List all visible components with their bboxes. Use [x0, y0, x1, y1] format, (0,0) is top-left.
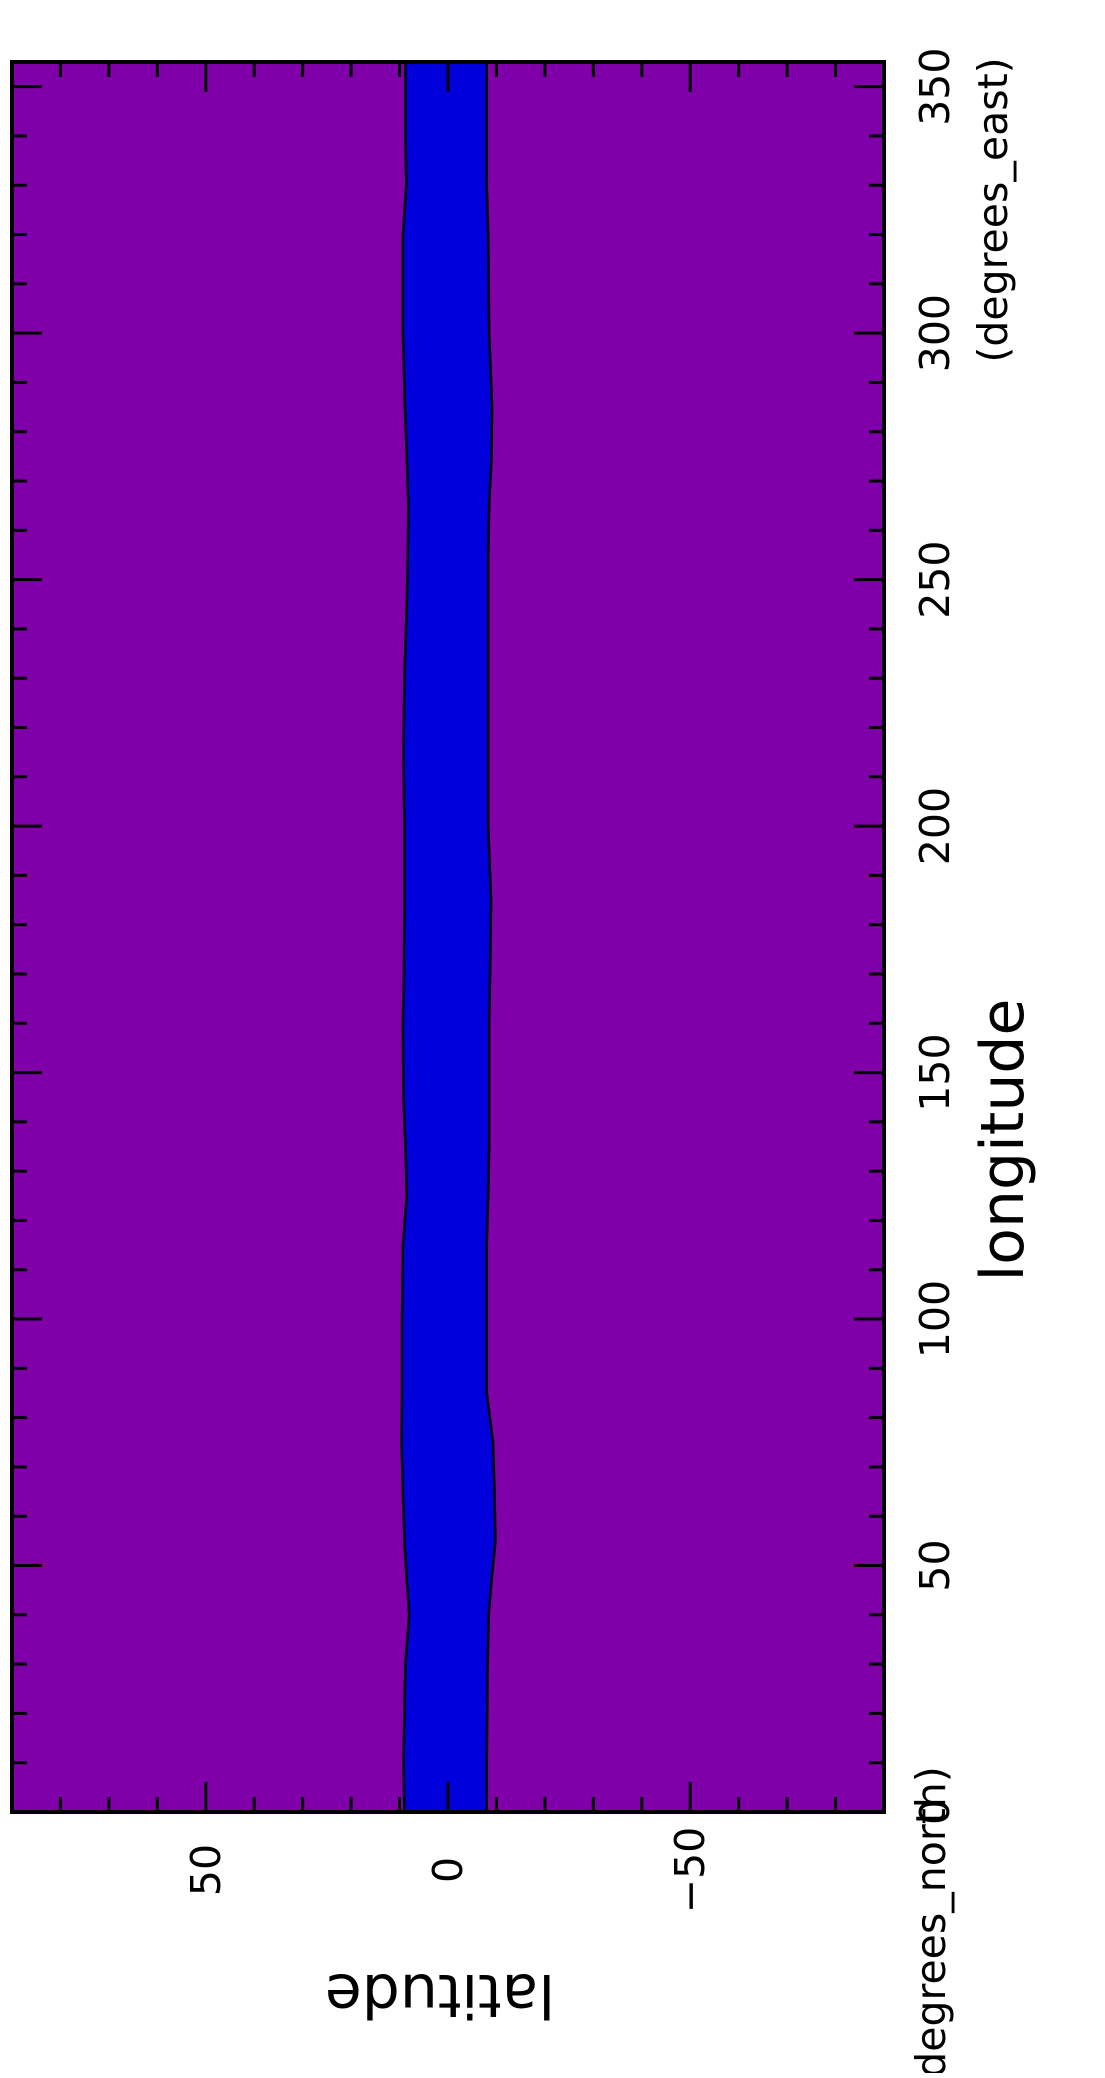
band-lower-contour: [485, 62, 497, 1812]
y-axis-units: (degrees_north): [907, 1766, 955, 2073]
y-axis-label: latitude: [325, 1960, 555, 2030]
x-tick-label: 0: [911, 1799, 959, 1825]
x-tick-label: 100: [911, 1280, 959, 1358]
y-tick-label: −50: [666, 1827, 714, 1914]
x-axis-label: longitude: [968, 999, 1038, 1282]
band-upper-contour: [400, 62, 411, 1813]
y-tick-label: 0: [424, 1857, 472, 1883]
x-tick-label: 200: [911, 787, 959, 865]
x-tick-label: 250: [911, 540, 959, 618]
x-axis-units: (degrees_east): [969, 57, 1017, 362]
x-tick-label: 150: [911, 1033, 959, 1111]
x-tick-label: 350: [911, 48, 959, 126]
y-tick-label: 50: [182, 1844, 230, 1896]
x-tick-label: 50: [911, 1539, 959, 1591]
label-layer: longitude (degrees_east) latitude (degre…: [325, 57, 1038, 2078]
plot-layer: [10, 60, 886, 1814]
x-tick-label: 300: [911, 294, 959, 372]
tick-layer: 0 50 100 150 200 250 300 350 50 0 −50: [12, 48, 959, 1914]
equatorial-band: [401, 62, 496, 1812]
